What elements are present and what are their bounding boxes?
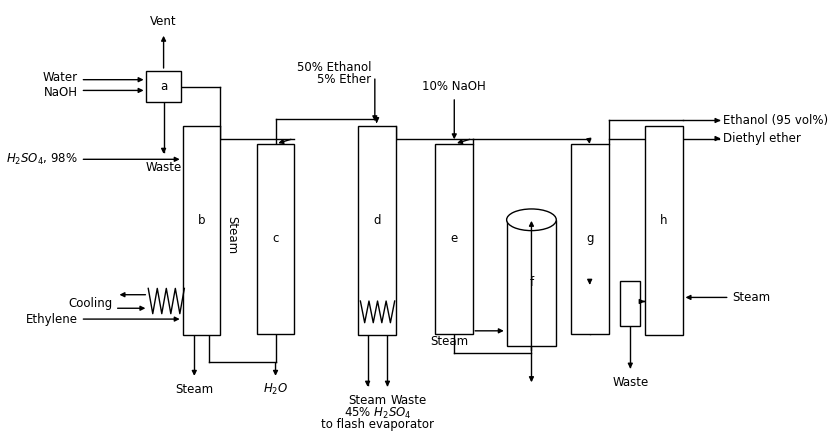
Text: Ethanol (95 vol%): Ethanol (95 vol%) — [722, 114, 828, 127]
Bar — [257, 144, 294, 334]
Text: Steam: Steam — [175, 383, 213, 396]
Text: Ethylene: Ethylene — [26, 313, 78, 326]
Text: g: g — [585, 232, 593, 245]
Bar — [357, 126, 395, 335]
Text: c: c — [272, 232, 278, 245]
Text: d: d — [373, 214, 380, 227]
Text: $H_2SO_4$, 98%: $H_2SO_4$, 98% — [6, 152, 78, 167]
Ellipse shape — [506, 209, 556, 231]
Bar — [435, 144, 472, 334]
Text: e: e — [450, 232, 457, 245]
Text: NaOH: NaOH — [43, 87, 78, 99]
Text: h: h — [659, 214, 666, 227]
Text: Vent: Vent — [150, 16, 176, 29]
Text: f: f — [528, 277, 533, 289]
Text: 5% Ether: 5% Ether — [317, 73, 371, 86]
Text: $H_2O$: $H_2O$ — [263, 382, 288, 397]
Text: 10% NaOH: 10% NaOH — [422, 80, 486, 93]
Text: 45% $H_2SO_4$: 45% $H_2SO_4$ — [344, 406, 411, 421]
Bar — [619, 281, 640, 326]
Text: Cooling: Cooling — [68, 297, 112, 310]
Bar — [182, 126, 220, 335]
Text: Waste: Waste — [611, 376, 648, 389]
Text: b: b — [197, 214, 205, 227]
Bar — [644, 126, 682, 335]
Bar — [146, 71, 181, 103]
Text: 50% Ethanol: 50% Ethanol — [297, 61, 371, 74]
Text: to flash evaporator: to flash evaporator — [321, 418, 434, 431]
Text: Steam: Steam — [348, 394, 386, 407]
Text: Waste: Waste — [390, 394, 427, 407]
Text: Steam: Steam — [732, 291, 769, 304]
Text: Steam: Steam — [225, 216, 237, 254]
Bar — [570, 144, 608, 334]
Bar — [506, 220, 556, 346]
Text: Waste: Waste — [145, 161, 181, 174]
Text: Steam: Steam — [430, 335, 468, 348]
Text: a: a — [160, 80, 167, 93]
Text: Water: Water — [43, 71, 78, 84]
Text: Diethyl ether: Diethyl ether — [722, 132, 800, 145]
